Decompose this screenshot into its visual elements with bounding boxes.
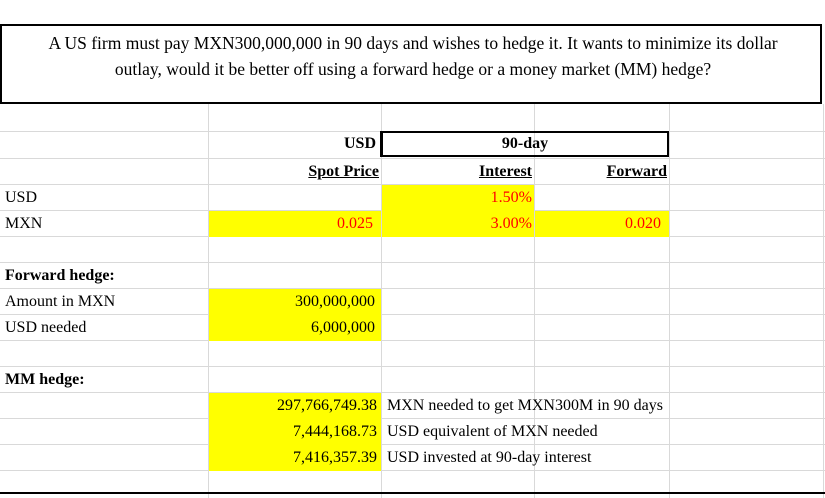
mm-hedge-title[interactable]: MM hedge: — [5, 371, 85, 388]
gridline — [0, 418, 825, 419]
forward-header: Forward — [606, 163, 667, 180]
usd-row-label[interactable]: USD — [5, 189, 38, 206]
question-box[interactable]: A US firm must pay MXN300,000,000 in 90 … — [0, 24, 822, 104]
gridline — [208, 104, 209, 498]
gridline — [0, 314, 825, 315]
amount-mxn-label[interactable]: Amount in MXN — [5, 293, 116, 310]
gridline — [534, 104, 535, 498]
mm-usd-equivalent-value[interactable]: 7,444,168.73 — [209, 419, 381, 445]
mxn-row-label[interactable]: MXN — [5, 215, 43, 232]
gridline — [0, 288, 825, 289]
mxn-interest-cell[interactable]: 3.00% — [382, 211, 534, 237]
mxn-forward-cell[interactable]: 0.020 — [535, 211, 669, 237]
mm-mxn-needed-note[interactable]: MXN needed to get MXN300M in 90 days — [387, 397, 663, 414]
gridline — [0, 158, 825, 159]
usd-header: USD — [343, 135, 376, 152]
bottom-border — [0, 492, 825, 494]
gridline — [0, 366, 825, 367]
forward-hedge-title[interactable]: Forward hedge: — [5, 267, 115, 284]
mm-usd-equivalent-note[interactable]: USD equivalent of MXN needed — [387, 423, 598, 440]
usd-needed-label[interactable]: USD needed — [5, 319, 87, 336]
question-line-1: A US firm must pay MXN300,000,000 in 90 … — [48, 33, 778, 53]
mm-mxn-needed-value[interactable]: 297,766,749.38 — [209, 393, 381, 419]
usd-needed-value[interactable]: 6,000,000 — [209, 315, 381, 341]
gridline — [0, 340, 825, 341]
mm-usd-invested-note[interactable]: USD invested at 90-day interest — [387, 449, 592, 466]
gridline — [0, 262, 825, 263]
usd-interest-cell[interactable]: 1.50% — [382, 185, 534, 211]
amount-mxn-value[interactable]: 300,000,000 — [209, 289, 381, 315]
gridline — [0, 444, 825, 445]
ninety-day-header-box[interactable] — [381, 131, 669, 157]
gridline — [0, 392, 825, 393]
spot-price-header: Spot Price — [308, 163, 379, 180]
gridline — [381, 104, 382, 498]
question-text: A US firm must pay MXN300,000,000 in 90 … — [2, 30, 824, 82]
mxn-spot-cell[interactable]: 0.025 — [209, 211, 381, 237]
gridline — [669, 104, 670, 498]
ninety-day-header: 90-day — [501, 135, 549, 152]
mm-usd-invested-value[interactable]: 7,416,357.39 — [209, 445, 381, 471]
interest-header: Interest — [478, 163, 532, 180]
gridline — [0, 470, 825, 471]
gridline — [823, 104, 824, 498]
gridline — [0, 184, 825, 185]
question-line-2: outlay, would it be better off using a f… — [114, 59, 712, 79]
